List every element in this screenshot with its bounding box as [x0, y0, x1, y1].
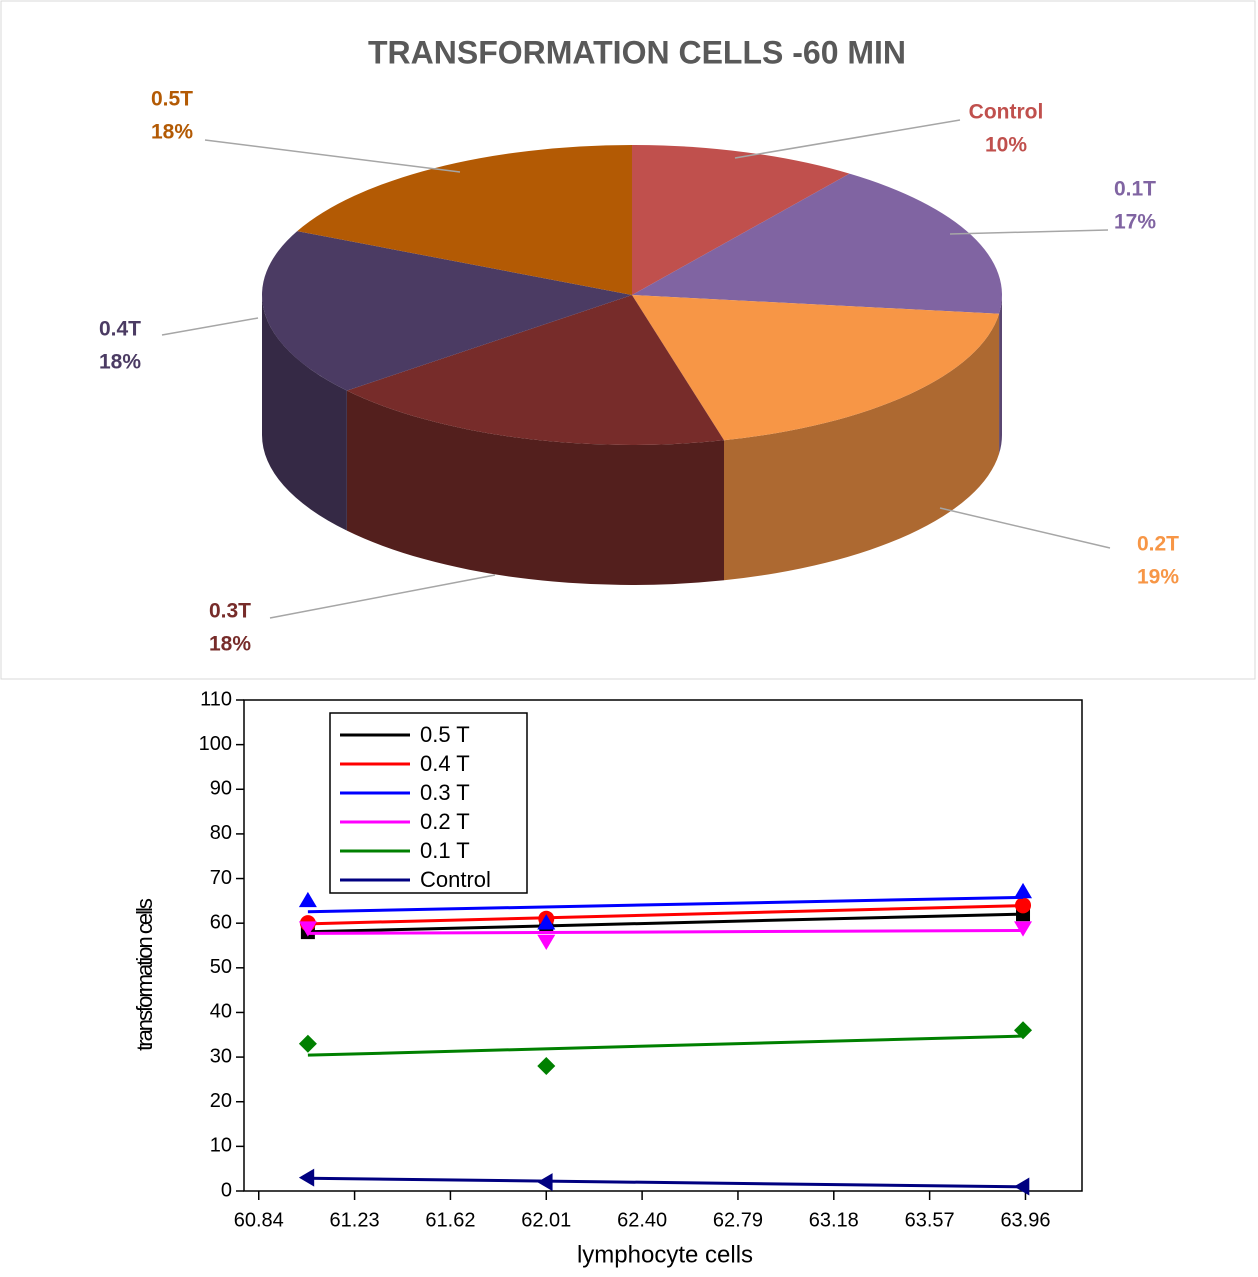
pie-tops [262, 145, 1002, 445]
fit-line [307, 1176, 1024, 1189]
x-tick-label: 62.79 [713, 1209, 763, 1231]
pie-label: 0.2T [1137, 533, 1179, 556]
pie-sides [262, 295, 1002, 586]
pie-label: Control [969, 101, 1044, 124]
y-tick-label: 90 [210, 778, 232, 800]
marker [537, 1057, 556, 1076]
pie-value-label: 18% [99, 351, 141, 374]
x-tick-label: 63.96 [1000, 1209, 1050, 1231]
x-tick-label: 63.18 [809, 1209, 859, 1231]
pie-value-label: 19% [1137, 566, 1179, 589]
marker [1014, 921, 1033, 937]
marker [537, 1173, 553, 1192]
x-tick-label: 60.84 [234, 1209, 284, 1231]
y-tick-label: 80 [210, 822, 232, 844]
pie-slice [262, 231, 632, 391]
legend-box [329, 712, 528, 894]
pie-slice [632, 295, 1000, 441]
leader-line [204, 139, 461, 173]
pie-side [346, 390, 725, 586]
pie-side [724, 313, 1000, 581]
plot-frame [243, 699, 1083, 1192]
fit-line [307, 904, 1024, 926]
pie-side [999, 295, 1002, 454]
marker [298, 921, 317, 937]
pie-value-label: 10% [985, 134, 1027, 157]
y-tick-label: 40 [210, 1001, 232, 1023]
legend-label: 0.5 T [420, 722, 470, 747]
x-tick-label: 62.01 [521, 1209, 571, 1231]
legend-label: 0.4 T [420, 751, 470, 776]
leader-line [949, 229, 1109, 235]
marker [537, 934, 556, 951]
pie-slice [297, 145, 632, 295]
x-tick-label: 61.62 [425, 1209, 475, 1231]
y-tick-label: 110 [200, 688, 232, 710]
fit-line [307, 929, 1024, 935]
pie-value-label: 18% [151, 121, 193, 144]
marker [298, 1034, 317, 1053]
legend: 0.5 T 0.4 T 0.3 T 0.2 T 0.1 T Control [329, 712, 528, 894]
y-tick-label: 10 [210, 1135, 232, 1157]
fit-line [307, 1034, 1024, 1057]
pie-slice [632, 173, 1002, 314]
y-tick-label: 30 [210, 1045, 232, 1067]
y-tick-label: 0 [221, 1179, 232, 1201]
y-tick-label: 50 [210, 956, 232, 978]
pie-label: 0.5T [151, 88, 193, 111]
y-tick-label: 100 [199, 733, 232, 755]
pie-slice [632, 145, 850, 295]
legend-label: 0.2 T [420, 809, 470, 834]
pie-value-label: 17% [1114, 211, 1156, 234]
leader-line [734, 119, 961, 159]
pie-slice [346, 295, 725, 445]
y-tick-label: 60 [210, 911, 232, 933]
legend-label: Control [420, 867, 491, 892]
x-tick-label: 61.23 [330, 1209, 380, 1231]
y-tick-label: 70 [210, 867, 232, 889]
leader-line [269, 574, 496, 619]
marker [537, 914, 556, 930]
x-tick-label: 62.40 [617, 1209, 667, 1231]
legend-label: 0.1 T [420, 838, 470, 863]
pie-value-label: 18% [209, 633, 251, 656]
marker [1015, 897, 1032, 914]
fit-line [307, 895, 1024, 914]
x-tick-label: 63.57 [905, 1209, 955, 1231]
pie-label: 0.4T [99, 318, 141, 341]
pie-title: TRANSFORMATION CELLS -60 MIN [368, 34, 906, 70]
marker [1014, 1021, 1033, 1040]
pie-label: 0.1T [1114, 178, 1156, 201]
marker [1014, 1177, 1030, 1196]
y-axis-label: transformation cells [132, 898, 157, 1051]
pie-label: 0.3T [209, 600, 251, 623]
legend-label: 0.3 T [420, 780, 470, 805]
pie-side [262, 295, 347, 531]
x-axis-label: lymphocyte cells [577, 1241, 753, 1268]
marker [298, 891, 317, 908]
marker [298, 1168, 315, 1187]
y-tick-label: 20 [210, 1090, 232, 1112]
leader-line [161, 317, 259, 336]
leader-line [939, 507, 1111, 549]
marker [1014, 882, 1033, 899]
fit-line [307, 912, 1024, 934]
